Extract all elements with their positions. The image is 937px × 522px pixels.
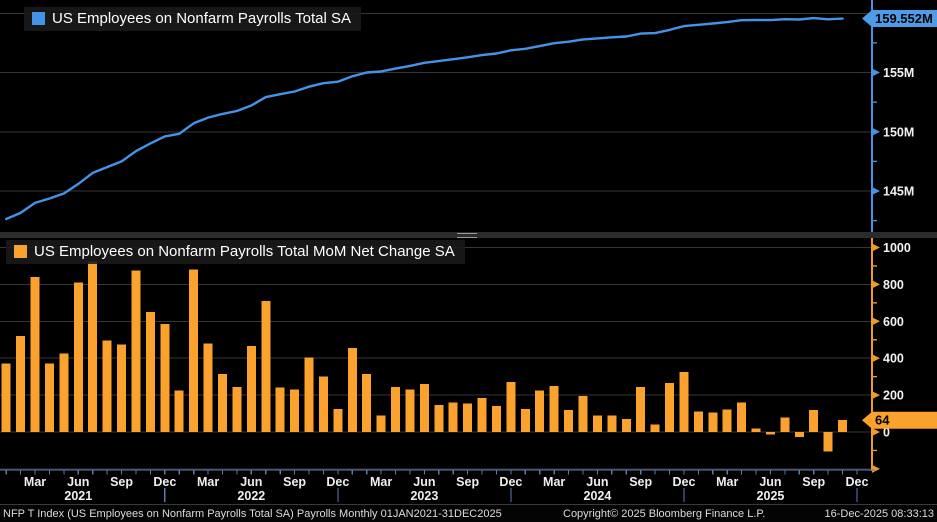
x-axis: Mar Jun Sep Dec Mar Jun Sep Dec Mar Jun Sep Dec Mar J…: [0, 469, 875, 503]
svg-text:Jun: Jun: [240, 475, 262, 489]
timestamp: 16-Dec-2025 08:33:13: [824, 508, 934, 520]
payrolls-total-line-panel[interactable]: 145M 150M 155M 159.552M: [0, 0, 937, 233]
svg-text:Jun: Jun: [67, 475, 89, 489]
svg-text:150M: 150M: [883, 125, 914, 139]
svg-text:Sep: Sep: [456, 475, 479, 489]
svg-text:Dec: Dec: [499, 475, 522, 489]
svg-text:Dec: Dec: [846, 475, 869, 489]
legend-swatch-blue-icon: [32, 12, 45, 25]
svg-text:2025: 2025: [757, 489, 785, 503]
svg-text:1000: 1000: [883, 241, 911, 255]
svg-text:Sep: Sep: [802, 475, 825, 489]
svg-text:2022: 2022: [237, 489, 265, 503]
svg-text:Dec: Dec: [326, 475, 349, 489]
legend-swatch-orange-icon: [14, 245, 27, 258]
legend-label-total: US Employees on Nonfarm Payrolls Total S…: [52, 10, 352, 27]
svg-text:Mar: Mar: [543, 475, 565, 489]
svg-text:Jun: Jun: [759, 475, 781, 489]
svg-text:Sep: Sep: [629, 475, 652, 489]
copyright-text: Copyright© 2025 Bloomberg Finance L.P.: [563, 508, 766, 520]
svg-text:Jun: Jun: [586, 475, 608, 489]
svg-text:Sep: Sep: [110, 475, 133, 489]
svg-text:800: 800: [883, 278, 904, 292]
legend-label-mom: US Employees on Nonfarm Payrolls Total M…: [34, 243, 455, 260]
svg-text:145M: 145M: [883, 185, 914, 199]
svg-text:0: 0: [883, 426, 890, 440]
svg-text:Mar: Mar: [197, 475, 219, 489]
svg-text:2023: 2023: [410, 489, 438, 503]
svg-text:2021: 2021: [64, 489, 92, 503]
legend-payrolls-total[interactable]: US Employees on Nonfarm Payrolls Total S…: [24, 7, 362, 31]
status-bar: NFP T Index (US Employees on Nonfarm Pay…: [0, 504, 937, 522]
svg-text:Sep: Sep: [283, 475, 306, 489]
svg-text:200: 200: [883, 389, 904, 403]
svg-text:2024: 2024: [584, 489, 612, 503]
svg-text:159.552M: 159.552M: [875, 11, 933, 26]
svg-text:Dec: Dec: [153, 475, 176, 489]
svg-text:600: 600: [883, 315, 904, 329]
svg-text:Jun: Jun: [413, 475, 435, 489]
chart-description: NFP T Index (US Employees on Nonfarm Pay…: [3, 508, 502, 520]
panel-divider[interactable]: [0, 232, 937, 238]
svg-text:Mar: Mar: [370, 475, 392, 489]
svg-text:Mar: Mar: [716, 475, 738, 489]
chart-canvas[interactable]: 145M 150M 155M 159.552M 0 200 400 600 800 1000 64…: [0, 0, 937, 504]
svg-text:155M: 155M: [883, 66, 914, 80]
svg-text:Mar: Mar: [24, 475, 46, 489]
svg-text:400: 400: [883, 352, 904, 366]
divider-handle[interactable]: [457, 233, 477, 238]
mom-net-change-bar-panel[interactable]: 0 200 400 600 800 1000 64: [0, 238, 937, 473]
svg-text:64: 64: [875, 413, 890, 428]
svg-text:Dec: Dec: [672, 475, 695, 489]
legend-mom-net-change[interactable]: US Employees on Nonfarm Payrolls Total M…: [6, 240, 465, 264]
